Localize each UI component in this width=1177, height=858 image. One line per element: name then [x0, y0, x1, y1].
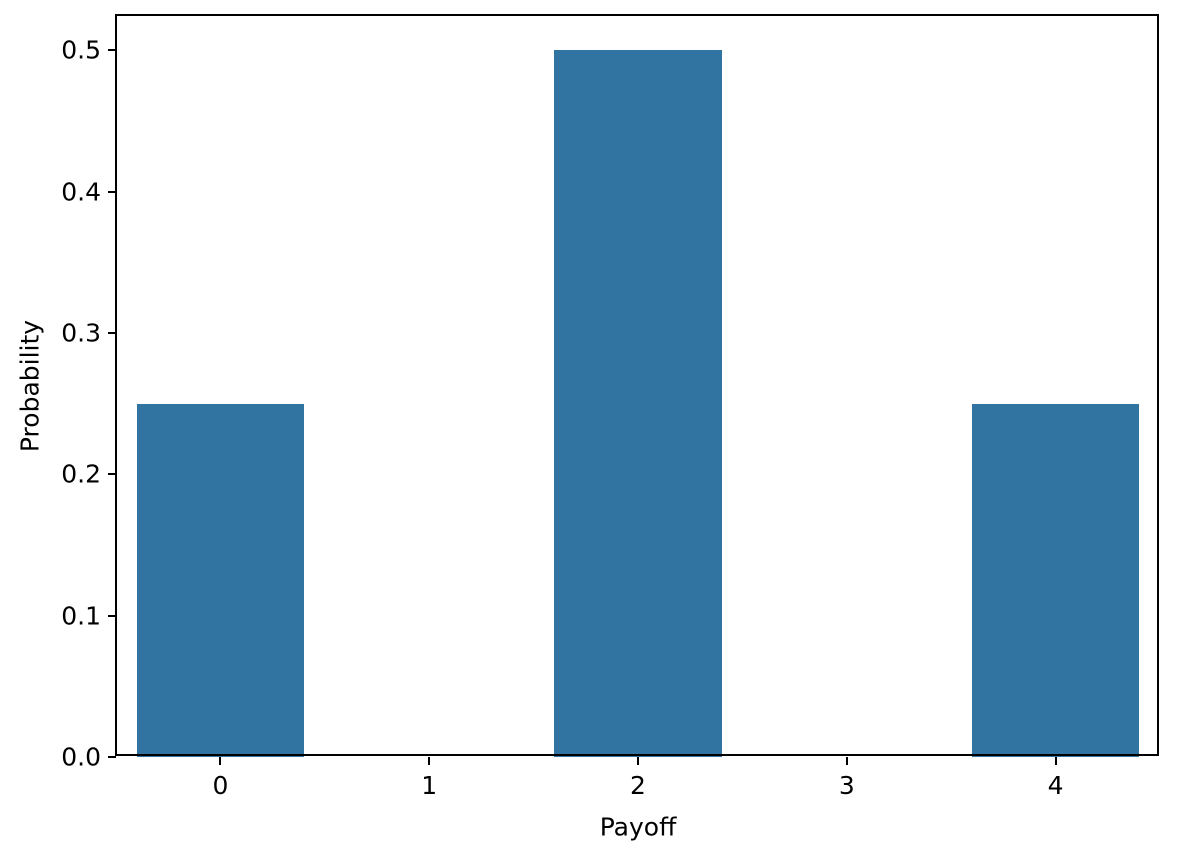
y-tick-label-0.4: 0.4	[61, 177, 101, 207]
y-tick-label-0.1: 0.1	[61, 601, 101, 631]
x-tick-label-1: 1	[421, 771, 438, 800]
x-tick-mark-3	[845, 757, 848, 765]
bar-2	[554, 50, 722, 757]
x-tick-mark-1	[428, 757, 431, 765]
y-tick-mark-0.3	[108, 332, 116, 334]
x-tick-label-2: 2	[630, 771, 646, 800]
y-tick-mark-0.1	[108, 614, 116, 617]
bar-4	[972, 403, 1140, 757]
y-tick-mark-0.2	[108, 473, 116, 476]
x-tick-label-3: 3	[838, 771, 855, 800]
x-tick-label-0: 0	[212, 771, 229, 800]
x-tick-mark-4	[1054, 757, 1057, 765]
y-tick-mark-0.0	[108, 756, 116, 758]
y-tick-label-0.3: 0.3	[61, 318, 101, 348]
x-axis-label: Payoff	[599, 812, 677, 842]
bar-0	[136, 403, 304, 757]
x-tick-label-4: 4	[1047, 771, 1064, 800]
y-tick-label-0.0: 0.0	[61, 742, 101, 772]
x-tick-mark-2	[637, 757, 639, 765]
x-tick-mark-0	[219, 757, 222, 765]
y-tick-label-0.5: 0.5	[61, 35, 101, 65]
y-tick-mark-0.4	[108, 190, 116, 193]
y-tick-label-0.2: 0.2	[61, 459, 101, 489]
y-tick-mark-0.5	[108, 49, 116, 52]
